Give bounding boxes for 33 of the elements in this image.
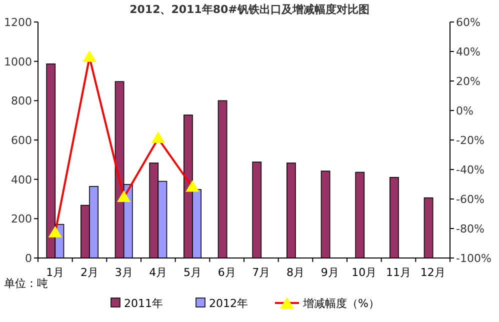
x-tick-label: 2月 (80, 266, 98, 279)
x-tick-label: 3月 (114, 266, 133, 279)
x-tick-label: 5月 (184, 266, 202, 279)
legend-label: 2012年 (209, 297, 248, 310)
y2-tick-label: -80% (456, 222, 484, 236)
y-tick-label: 600 (11, 134, 32, 147)
y-tick-label: 0 (25, 252, 32, 265)
x-tick-label: 8月 (286, 266, 304, 279)
legend-label: 增减幅度（%） (302, 297, 380, 310)
text: 单位：吨 (4, 277, 48, 290)
x-tick-label: 9月 (320, 266, 339, 279)
y-tick-label: 400 (11, 173, 32, 186)
x-tick-label: 6月 (218, 266, 236, 279)
y2-tick-label: 20% (456, 75, 480, 88)
y2-tick-label: -40% (456, 164, 484, 176)
y2-tick-label: 0% (456, 104, 474, 118)
y-tick-label: 800 (11, 94, 32, 108)
x-tick-label: 7月 (252, 266, 270, 279)
x-tick-label: 4月 (149, 266, 168, 279)
y2-tick-label: -60% (456, 193, 484, 206)
y2-tick-label: 60% (456, 16, 480, 29)
x-tick-label: 11月 (386, 266, 411, 279)
y2-tick-label: -100% (456, 252, 492, 265)
chart-title: 2012、2011年80#钒铁出口及增减幅度对比图 (130, 3, 370, 16)
x-tick-label: 10月 (352, 266, 377, 279)
x-tick-label: 12月 (420, 266, 446, 279)
x-tick-label: 1月 (46, 266, 64, 279)
y-tick-label: 200 (11, 212, 32, 226)
y2-tick-label: -20% (456, 134, 484, 147)
y2-tick-label: 40% (456, 46, 480, 58)
legend-label: 2011年 (124, 297, 163, 310)
y-tick-label: 1000 (4, 55, 32, 68)
y-tick-label: 1200 (4, 16, 32, 29)
